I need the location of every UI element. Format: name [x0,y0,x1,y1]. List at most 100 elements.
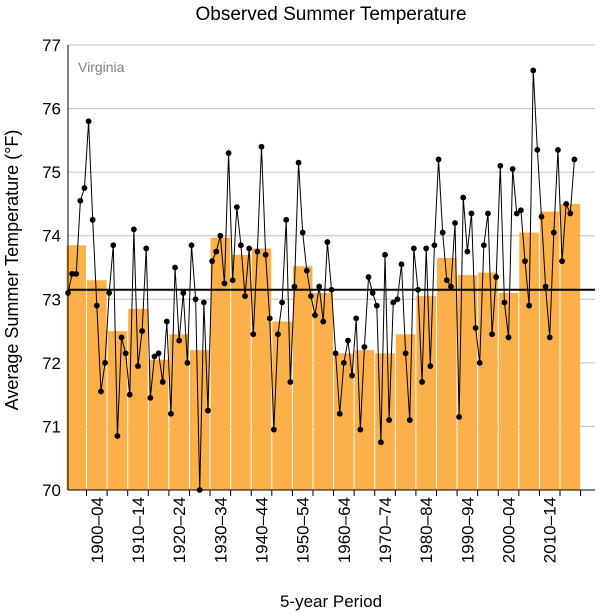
x-tick-label: 1980–84 [417,497,436,563]
annual-point-1954 [308,293,314,300]
y-axis-label: Average Summer Temperature (°F) [2,130,22,411]
annual-point-1922 [176,337,183,344]
annual-point-1956 [316,283,323,290]
annual-point-1958 [324,239,331,245]
annual-point-1957 [320,318,327,325]
annual-point-1988 [447,283,454,290]
x-axis-label: 5-year Period [280,592,382,611]
x-tick-label: 1910–14 [129,497,148,563]
annual-point-1950 [291,283,298,290]
annual-point-2017 [567,210,574,217]
annual-point-1968 [365,274,372,280]
annual-point-2015 [559,258,565,265]
annual-point-2003 [509,166,516,172]
chart-title: Observed Summer Temperature [195,4,466,25]
annual-point-1997 [485,210,491,217]
bar-1965–69 [354,350,375,490]
annual-point-1910 [126,391,133,398]
annual-point-2011 [542,283,549,290]
annual-point-1969 [369,290,376,296]
annual-point-1915 [147,394,154,401]
annual-point-1995 [476,359,483,366]
annual-point-1911 [130,226,137,233]
annual-point-1933 [221,280,228,287]
annual-point-1914 [143,245,150,252]
annual-point-1907 [114,433,121,439]
annual-point-1948 [283,216,290,223]
annual-point-1999 [493,274,500,280]
annual-point-1996 [480,242,487,249]
annual-point-2016 [563,201,570,207]
annual-point-1947 [279,299,285,306]
annual-point-1986 [439,229,446,236]
annual-point-1990 [456,413,463,420]
annual-point-1924 [184,359,191,366]
x-tick-label: 1950–54 [294,497,313,563]
x-tick-label: 1970–74 [376,497,395,563]
annual-point-2004 [513,210,520,217]
annual-point-1975 [394,296,401,303]
annual-point-1918 [159,379,166,385]
annual-point-1901 [89,216,96,223]
x-tick-label: 1960–64 [335,497,354,563]
annual-point-1903 [98,388,104,395]
annual-point-1938 [242,293,248,300]
annual-point-1921 [172,264,178,271]
annual-point-1920 [168,410,174,417]
annual-point-1898 [77,197,84,204]
annual-point-1974 [390,299,397,306]
annual-point-1976 [398,261,405,268]
annual-point-1942 [258,143,265,150]
y-tick-label: 75 [42,163,61,182]
annual-point-1966 [357,426,364,433]
bar-1895–99 [66,245,87,490]
x-tick-label: 1990–94 [458,497,477,563]
annual-point-2009 [534,146,541,153]
axes: 70 71 72 73 74 75 76 77 1900–04 1910–14 1920–24 193… [42,36,595,563]
annual-point-1908 [118,334,125,341]
annual-point-1935 [229,277,236,284]
annual-point-1992 [464,248,471,255]
annual-point-1960 [332,350,339,357]
bar-1950–54 [292,266,313,490]
annual-point-1964 [349,372,355,379]
annual-point-2018 [571,156,578,163]
x-tick-label: 1920–24 [170,497,189,563]
annual-point-1937 [238,242,244,249]
annual-point-1991 [460,194,467,201]
annual-point-1982 [423,245,430,252]
annual-point-1946 [275,331,281,338]
annual-point-1913 [139,328,146,334]
annual-point-1934 [225,150,232,156]
annual-point-1962 [340,359,347,366]
annual-point-1953 [303,267,310,274]
y-tick-label: 74 [42,227,61,246]
annual-point-1983 [427,363,434,369]
annual-point-1932 [217,232,224,239]
annual-point-1923 [180,290,187,296]
bar-2015–19 [560,203,581,490]
annual-point-1925 [188,242,195,249]
annual-point-1905 [106,290,113,296]
annual-point-1951 [295,159,302,166]
annual-point-1900 [85,118,92,125]
bar-2000–04 [498,292,519,490]
bar-1915–19 [148,359,169,490]
annual-point-1926 [192,296,199,303]
bar-1930–34 [210,237,231,490]
annual-point-1972 [382,251,388,258]
annual-point-1970 [373,302,380,309]
annual-point-1989 [452,220,458,226]
annual-point-1984 [431,242,438,249]
y-tick-label: 73 [42,290,61,309]
bar-1960–64 [334,353,354,490]
annual-point-2014 [555,146,561,153]
annual-point-1909 [122,350,129,357]
y-tick-label: 71 [42,417,61,436]
y-tick-label: 70 [42,481,61,500]
annual-point-2000 [497,162,504,169]
annual-point-1944 [266,315,273,322]
annual-point-1936 [233,204,240,211]
annual-point-2012 [546,334,553,341]
